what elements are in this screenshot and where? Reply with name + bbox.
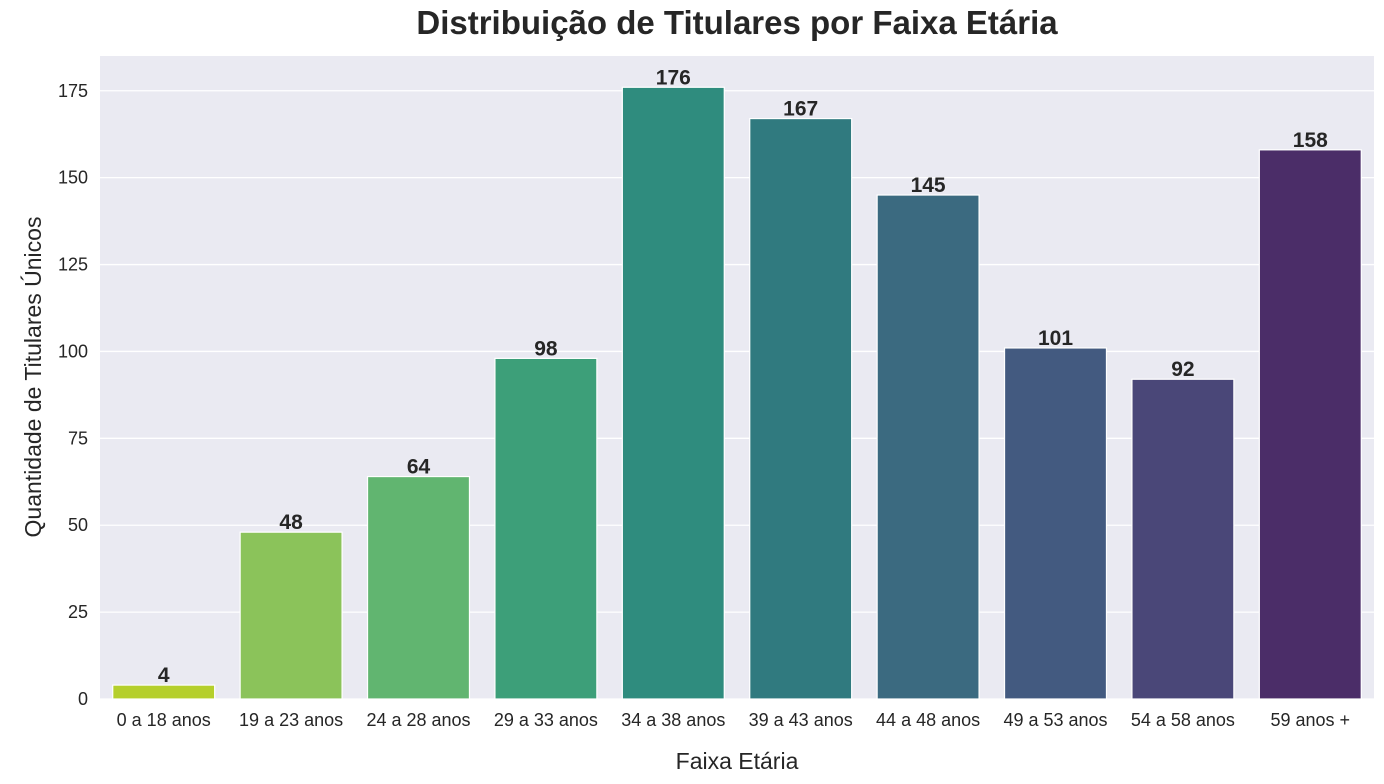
bar	[1003, 347, 1108, 700]
bar-value-label: 48	[279, 511, 303, 534]
bar-value-label: 64	[407, 456, 431, 479]
bar-value-label: 167	[783, 98, 818, 121]
x-tick-label: 34 a 38 anos	[621, 710, 725, 730]
bars	[112, 86, 1362, 700]
x-tick-label: 24 a 28 anos	[366, 710, 470, 730]
bar-value-label: 158	[1293, 129, 1328, 152]
y-tick-label: 75	[68, 428, 88, 448]
y-tick-label: 50	[68, 515, 88, 535]
y-axis-label: Quantidade de Titulares Únicos	[20, 217, 46, 538]
bar	[621, 86, 725, 700]
x-tick-label: 49 a 53 anos	[1003, 710, 1107, 730]
bar-value-label: 4	[158, 664, 170, 687]
x-tick-label: 54 a 58 anos	[1131, 710, 1235, 730]
bar	[1131, 378, 1235, 700]
bar	[112, 684, 216, 700]
chart-title: Distribuição de Titulares por Faixa Etár…	[416, 4, 1058, 41]
bar	[494, 357, 598, 700]
y-tick-label: 150	[58, 168, 88, 188]
y-tick-label: 175	[58, 81, 88, 101]
y-axis-ticks: 0 25 50 75 100 125 150 175	[58, 81, 88, 709]
x-tick-label: 59 anos +	[1271, 710, 1351, 730]
x-tick-label: 44 a 48 anos	[876, 710, 980, 730]
data-labels: 4 48 64 98 176 167 145 101 92 158	[158, 66, 1328, 687]
y-tick-label: 125	[58, 255, 88, 275]
bar	[876, 194, 980, 700]
x-tick-label: 19 a 23 anos	[239, 710, 343, 730]
bar	[366, 475, 471, 700]
y-tick-label: 100	[58, 341, 88, 361]
x-tick-label: 0 a 18 anos	[117, 710, 211, 730]
x-tick-label: 39 a 43 anos	[749, 710, 853, 730]
y-tick-label: 0	[78, 689, 88, 709]
x-axis-ticks: 0 a 18 anos 19 a 23 anos 24 a 28 anos 29 a …	[117, 710, 1350, 730]
bar-value-label: 145	[911, 174, 946, 197]
x-axis-label: Faixa Etária	[676, 748, 799, 774]
y-tick-label: 25	[68, 602, 88, 622]
bar-value-label: 176	[656, 66, 691, 89]
bar-value-label: 101	[1038, 327, 1073, 350]
bar-value-label: 92	[1171, 358, 1194, 381]
bar	[239, 531, 343, 700]
x-tick-label: 29 a 33 anos	[494, 710, 598, 730]
bar	[1258, 149, 1362, 700]
bar-value-label: 98	[534, 337, 558, 360]
bar	[749, 117, 853, 700]
